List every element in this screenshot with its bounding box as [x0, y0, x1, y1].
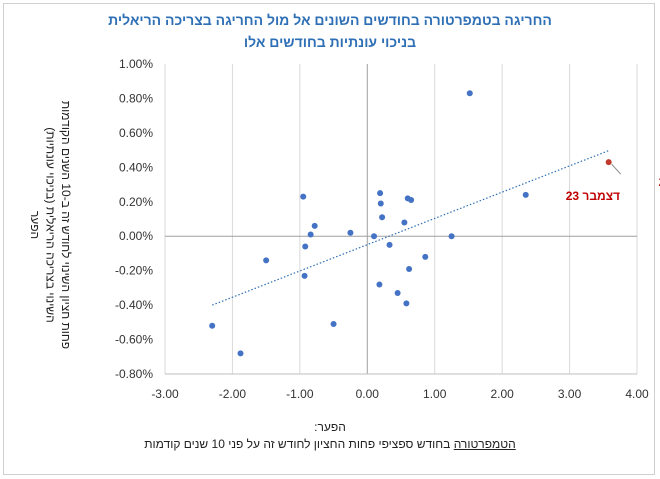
data-point	[386, 241, 393, 248]
annotation-feb24: פברואר 24	[659, 175, 660, 189]
y-axis-label: הפער	[28, 210, 43, 240]
chart-frame	[3, 3, 655, 475]
chart-title: החריגה בטמפרטורה בחודשים השונים אל מול ה…	[108, 12, 552, 28]
data-point	[307, 231, 314, 238]
data-point	[522, 191, 529, 198]
x-tick-label: 1.00	[423, 387, 447, 401]
y-tick-label: -0.20%	[115, 264, 153, 278]
data-point	[377, 200, 384, 207]
x-tick-label: -2.00	[219, 387, 247, 401]
data-point	[263, 257, 270, 264]
data-point	[371, 233, 378, 240]
data-point	[394, 290, 401, 297]
data-point	[302, 243, 309, 250]
y-tick-label: 0.80%	[119, 91, 153, 105]
y-tick-label: 0.20%	[119, 195, 153, 209]
y-tick-label: 0.60%	[119, 126, 153, 140]
data-point	[300, 193, 307, 200]
y-tick-label: -0.60%	[115, 333, 153, 347]
y-tick-label: -0.40%	[115, 298, 153, 312]
annotation-dec23: דצמבר 23	[566, 189, 620, 203]
data-point	[347, 229, 354, 236]
data-point	[379, 214, 386, 221]
y-tick-label: 0.40%	[119, 160, 153, 174]
data-point	[401, 219, 408, 226]
data-point	[466, 90, 473, 97]
y-axis-label-line2: השינוי בצריכה הריאלית (בניכוי עונתיות)	[43, 127, 58, 323]
x-axis-label-line2: הטמפרטורה בחודש ספציפי פחות החציון לחודש…	[0, 437, 660, 451]
x-tick-label: 2.00	[490, 387, 514, 401]
data-point	[330, 321, 337, 328]
data-point	[408, 197, 415, 204]
chart-subtitle: בניכוי עונתיות בחודשים אלו	[243, 34, 417, 50]
y-axis-label-line3: פחות חציון השינוי לחודש זה ב-10 השנים הק…	[59, 100, 74, 350]
data-point	[376, 281, 383, 288]
data-point	[209, 322, 216, 329]
x-tick-label: 0.00	[356, 387, 380, 401]
data-point	[301, 272, 308, 279]
data-point	[377, 190, 384, 197]
data-point	[422, 253, 429, 260]
data-point	[311, 222, 318, 229]
y-tick-label: 1.00%	[119, 57, 153, 71]
y-tick-label: 0.00%	[119, 229, 153, 243]
y-tick-label: -0.80%	[115, 367, 153, 381]
trendline	[211, 149, 611, 306]
x-tick-label: 4.00	[625, 387, 649, 401]
data-point	[237, 350, 244, 357]
annotation-leader-feb24	[611, 163, 622, 175]
x-axis-label-rest: בחודש ספציפי פחות החציון לחודש זה על פני…	[144, 437, 451, 451]
x-axis-label-underlined: הטמפרטורה	[453, 437, 516, 451]
data-point	[448, 233, 455, 240]
data-point	[403, 300, 410, 307]
x-tick-label: 3.00	[558, 387, 582, 401]
x-tick-label: -1.00	[286, 387, 314, 401]
data-point	[406, 265, 413, 272]
x-tick-label: -3.00	[151, 387, 179, 401]
data-point	[605, 159, 612, 166]
x-axis-label: הפער:	[314, 420, 346, 434]
